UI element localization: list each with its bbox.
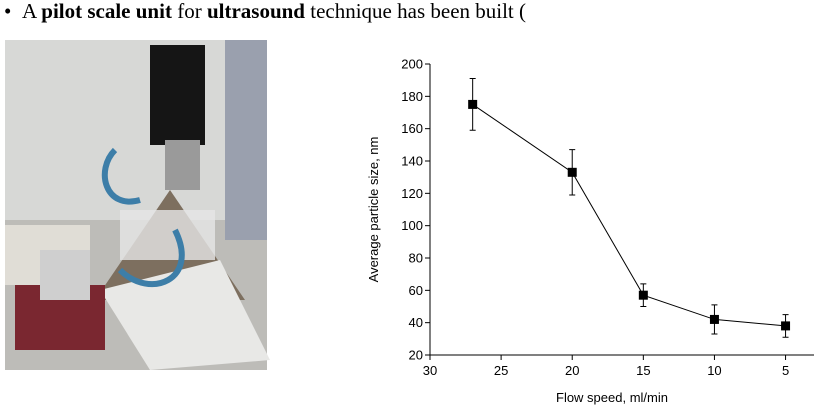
y-tick-label: 20: [409, 348, 423, 363]
heading-part: ultrasound: [207, 0, 305, 23]
y-tick-label: 100: [401, 218, 423, 233]
y-tick-label: 140: [401, 154, 423, 169]
bullet: •: [4, 0, 11, 23]
data-line: [472, 104, 786, 327]
y-tick-label: 160: [401, 121, 423, 136]
y-tick-label: 40: [409, 315, 423, 330]
y-tick-label: 200: [401, 57, 423, 72]
x-tick-label: 20: [565, 363, 579, 378]
marker: [781, 321, 791, 331]
y-tick-label: 60: [409, 283, 423, 298]
x-tick-label: 30: [423, 363, 437, 378]
y-tick-label: 180: [401, 89, 423, 104]
y-axis-title: Average particle size, nm: [366, 137, 381, 283]
heading: A pilot scale unit for ultrasound techni…: [22, 0, 526, 23]
x-axis-title: Flow speed, ml/min: [556, 390, 668, 405]
x-tick-label: 5: [782, 363, 789, 378]
marker: [468, 99, 478, 109]
y-tick-label: 80: [409, 251, 423, 266]
y-tick-label: 120: [401, 186, 423, 201]
heading-part: pilot scale unit: [41, 0, 172, 23]
heading-part: technique has been built (: [305, 0, 526, 23]
x-tick-label: 15: [636, 363, 650, 378]
marker: [567, 167, 577, 177]
x-tick-label: 25: [494, 363, 508, 378]
marker: [638, 290, 648, 300]
heading-part: for: [172, 0, 207, 23]
heading-part: A: [22, 0, 41, 23]
photo: [5, 40, 270, 370]
marker: [709, 314, 719, 324]
x-tick-label: 10: [707, 363, 721, 378]
